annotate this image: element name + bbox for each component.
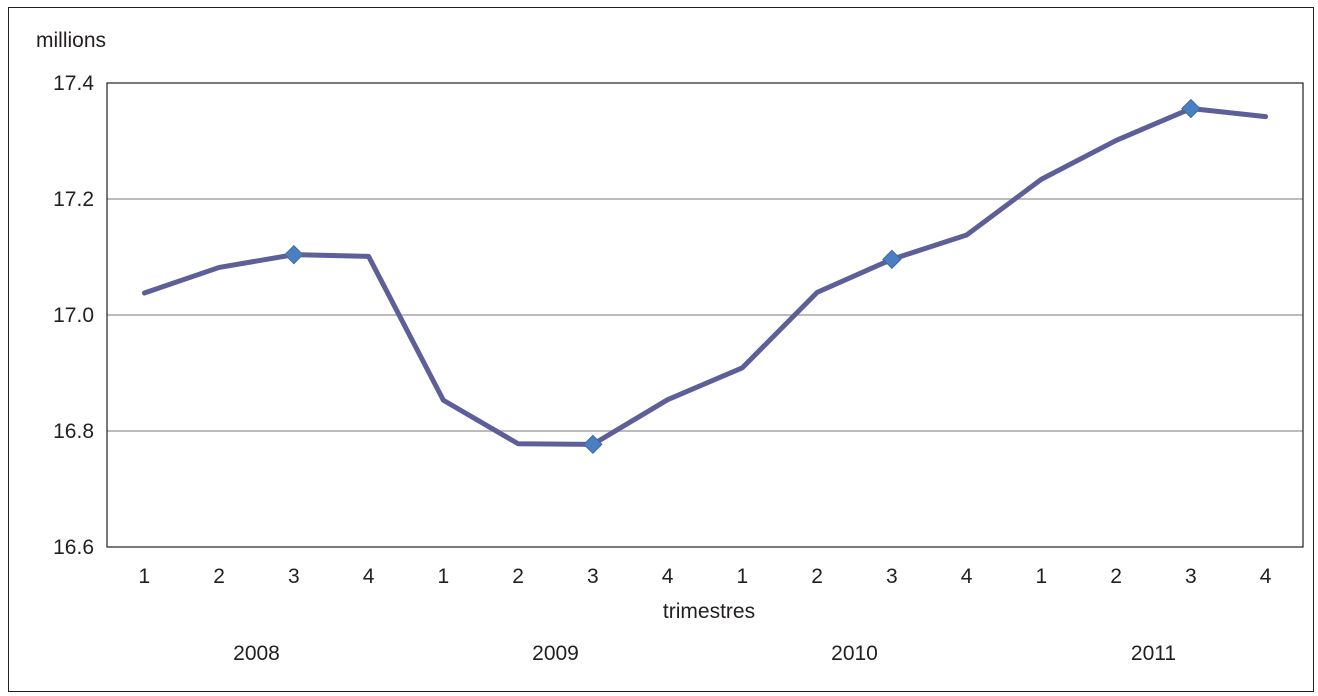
data-point-marker xyxy=(1181,98,1201,119)
x-tick-label: 3 xyxy=(288,565,300,588)
y-tick-label: 16.8 xyxy=(53,420,94,443)
x-tick-label: 1 xyxy=(438,565,450,588)
plot-area xyxy=(106,82,1304,548)
data-point-marker xyxy=(882,249,902,270)
y-tick-label: 17.0 xyxy=(53,304,94,327)
year-label: 2009 xyxy=(532,642,579,665)
x-tick-label: 4 xyxy=(662,565,674,588)
y-tick-label: 16.6 xyxy=(53,536,94,559)
chart-frame xyxy=(8,7,1314,692)
x-tick-label: 3 xyxy=(1185,565,1197,588)
x-tick-label: 4 xyxy=(1260,565,1272,588)
data-point-marker xyxy=(583,434,603,455)
x-tick-label: 4 xyxy=(961,565,973,588)
x-tick-label: 2 xyxy=(811,565,823,588)
year-label: 2010 xyxy=(831,642,878,665)
x-tick-label: 2 xyxy=(213,565,225,588)
year-label: 2011 xyxy=(1131,642,1176,665)
x-tick-label: 2 xyxy=(1110,565,1122,588)
x-tick-label: 3 xyxy=(886,565,898,588)
y-axis-label: millions xyxy=(36,29,106,52)
year-label: 2008 xyxy=(233,642,280,665)
x-tick-label: 1 xyxy=(1036,565,1048,588)
y-tick-label: 17.2 xyxy=(53,188,94,211)
x-tick-label: 1 xyxy=(737,565,749,588)
x-tick-label: 1 xyxy=(139,565,151,588)
x-tick-label: 3 xyxy=(587,565,599,588)
data-point-marker xyxy=(284,244,304,265)
series-line xyxy=(141,106,1269,447)
x-tick-label: 2 xyxy=(512,565,524,588)
x-axis-label: trimestres xyxy=(663,600,755,623)
x-tick-label: 4 xyxy=(363,565,375,588)
y-tick-label: 17.4 xyxy=(53,72,94,95)
